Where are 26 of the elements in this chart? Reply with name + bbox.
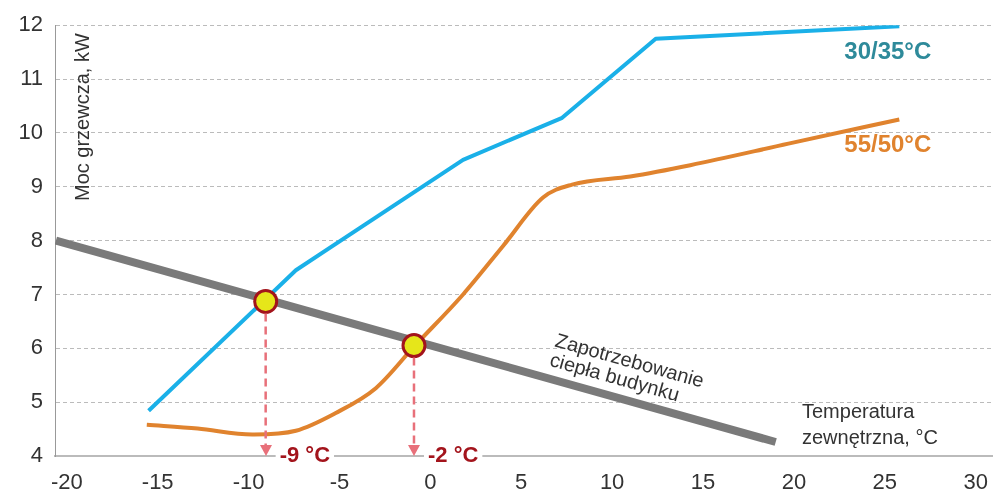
x-tick-label: -5 [329, 469, 350, 495]
series-label: 30/35°C [844, 36, 932, 64]
y-tick-label: 9 [30, 172, 43, 198]
y-tick-label: 6 [30, 334, 43, 360]
x-tick-label: -20 [50, 469, 83, 495]
y-tick-label: 4 [30, 442, 43, 468]
x-tick-label: 5 [515, 469, 528, 495]
x-tick-label: -10 [232, 469, 265, 495]
y-tick-label: 7 [30, 280, 43, 306]
y-tick-label: 5 [30, 388, 43, 414]
x-tick-label: 25 [872, 469, 897, 495]
series-label: 55/50°C [844, 130, 932, 158]
x-tick-label: 0 [424, 469, 437, 495]
x-tick-label: 10 [599, 469, 625, 495]
x-tick-label: -15 [141, 469, 174, 495]
y-tick-label: 12 [18, 11, 43, 37]
y-tick-label: 10 [18, 118, 43, 144]
x-tick-label: 20 [781, 469, 807, 495]
x-axis-title: Temperatura zewnętrzna, °C [802, 399, 938, 448]
y-axis-title: Moc grzewcza, kW [70, 33, 93, 202]
ref-line-label: -9 °C [279, 442, 331, 468]
x-tick-label: 30 [963, 469, 988, 495]
y-tick-label: 8 [30, 226, 43, 252]
ref-line-label: -2 °C [427, 442, 479, 468]
x-tick-label: 15 [690, 469, 716, 495]
y-tick-label: 11 [20, 65, 43, 91]
